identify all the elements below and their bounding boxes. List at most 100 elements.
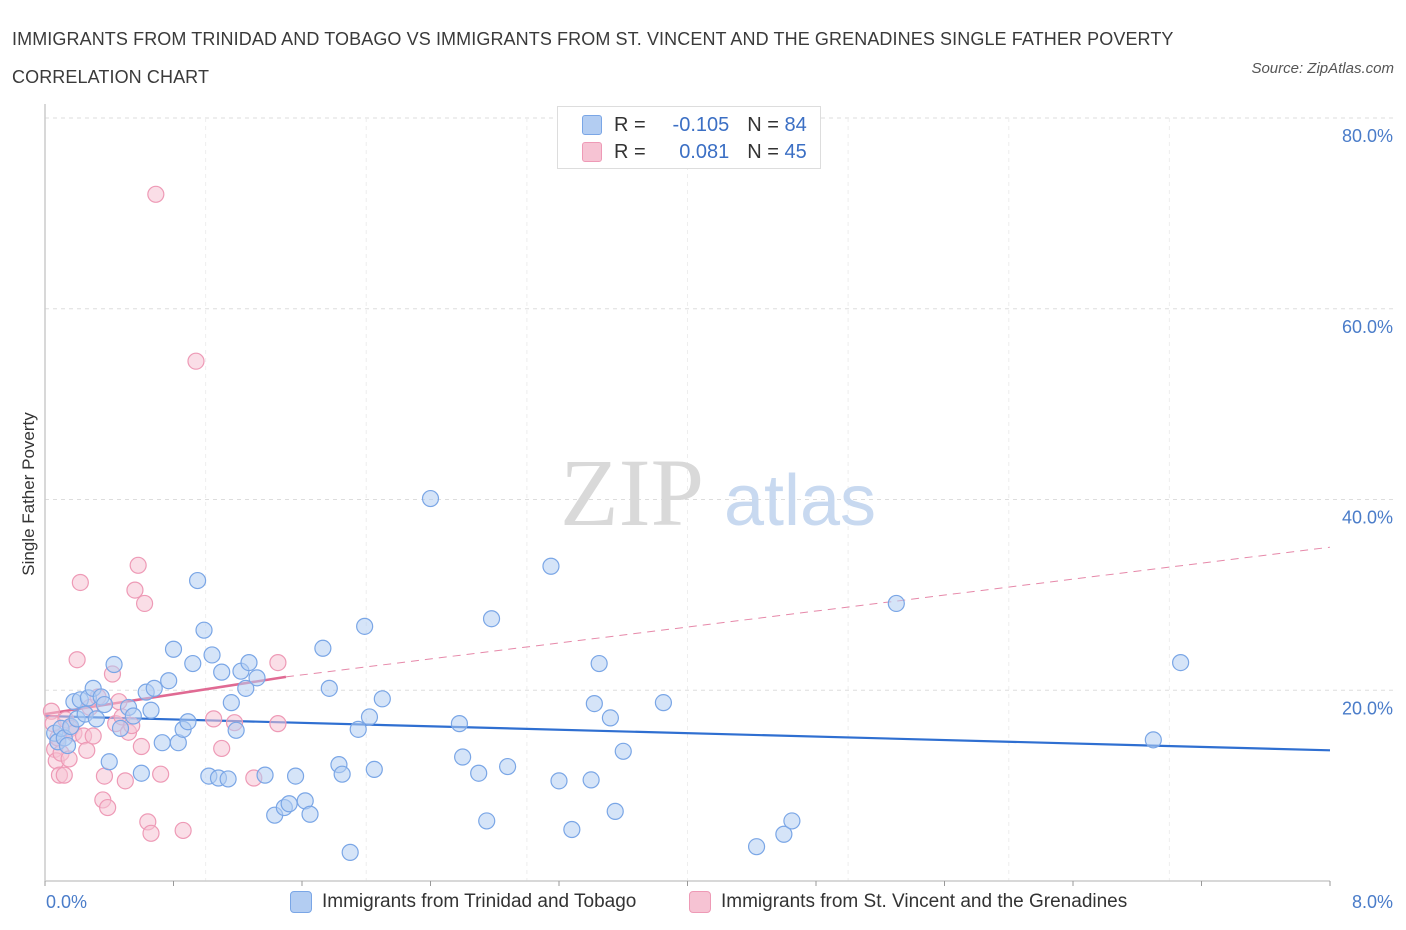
legend-r-value: 0.081 (679, 140, 730, 163)
point-trinidad (1172, 653, 1190, 672)
point-trinidad (614, 742, 632, 760)
y-axis-label: Single Father Poverty (19, 412, 38, 576)
point-trinidad (1144, 731, 1162, 749)
bottom-legend-label: Immigrants from Trinidad and Tobago (322, 891, 637, 912)
point-stvincent (55, 766, 73, 784)
watermark-atlas: atlas (724, 461, 876, 541)
point-trinidad (248, 669, 266, 687)
point-trinidad (203, 646, 221, 664)
y-tick-label: 20.0% (1342, 698, 1393, 718)
legend-row-trinidad: R = -0.105 N = 84 (582, 112, 807, 138)
y-tick-label: 40.0% (1342, 508, 1393, 528)
legend-n-label: N = (747, 113, 779, 136)
point-stvincent (68, 651, 86, 669)
x-tick-label: 0.0% (46, 892, 87, 912)
point-trinidad (333, 765, 351, 783)
point-trinidad (563, 820, 581, 839)
watermark: ZIP atlas (560, 439, 876, 546)
watermark-zip: ZIP (560, 439, 704, 546)
point-trinidad (219, 770, 237, 788)
legend-n-value: 84 (784, 113, 807, 136)
y-tick-label: 60.0% (1342, 317, 1393, 337)
point-stvincent (147, 185, 165, 203)
point-trinidad (470, 764, 488, 782)
point-trinidad (550, 772, 568, 790)
point-trinidad (482, 610, 501, 628)
point-trinidad (365, 760, 383, 779)
point-trinidad (499, 757, 517, 776)
point-trinidad (590, 654, 608, 673)
bottom-legend-swatch-blue (290, 891, 312, 913)
point-stvincent (174, 821, 192, 840)
point-trinidad (222, 694, 240, 712)
point-trinidad (454, 748, 472, 766)
point-trinidad (314, 639, 332, 657)
point-trinidad (606, 802, 624, 820)
y-tick-label: 80.0% (1342, 126, 1393, 146)
legend-n-label: N = (747, 140, 779, 163)
point-trinidad (213, 663, 231, 681)
source-label: Source: ZipAtlas.com (1251, 60, 1394, 77)
point-stvincent (129, 556, 147, 574)
legend-swatch-blue (582, 115, 602, 135)
point-trinidad (601, 709, 620, 727)
legend-r-label: R = (614, 140, 646, 163)
point-trinidad (132, 764, 150, 782)
point-trinidad (450, 715, 469, 733)
bottom-legend-swatch-pink (689, 891, 711, 913)
point-trinidad (256, 766, 274, 784)
point-stvincent (95, 767, 114, 785)
x-tick-label: 8.0% (1352, 892, 1393, 912)
point-trinidad (349, 720, 367, 738)
point-trinidad (582, 771, 600, 789)
point-trinidad (184, 654, 202, 673)
point-stvincent (71, 573, 89, 592)
point-trinidad (286, 767, 305, 785)
point-stvincent (135, 594, 154, 613)
point-stvincent (99, 798, 117, 817)
point-trinidad (341, 843, 359, 861)
point-trinidad (373, 690, 391, 708)
point-trinidad (478, 812, 496, 830)
trend-line-stvincent-extended (285, 546, 1331, 678)
point-trinidad (320, 679, 338, 697)
point-stvincent (152, 765, 170, 783)
point-trinidad (783, 812, 801, 830)
chart-title: IMMIGRANTS FROM TRINIDAD AND TOBAGO VS I… (12, 29, 1174, 87)
point-trinidad (179, 713, 197, 731)
point-trinidad (105, 655, 123, 674)
correlation-legend: R = -0.105 N = 84 R = 0.081 N = 45 (557, 106, 821, 169)
point-trinidad (585, 695, 603, 713)
point-trinidad (775, 825, 793, 843)
point-trinidad (124, 707, 142, 725)
point-stvincent (142, 824, 160, 842)
legend-r-value: -0.105 (672, 113, 730, 136)
axes (44, 104, 1331, 886)
point-trinidad (654, 694, 673, 712)
legend-row-stvincent: R = 0.081 N = 45 (582, 139, 807, 165)
point-trinidad (356, 617, 374, 635)
gridlines (45, 117, 1395, 881)
tick-labels: 20.0% 40.0% 60.0% 80.0% 0.0% 8.0% (46, 126, 1393, 912)
point-stvincent (132, 737, 150, 756)
point-stvincent (84, 727, 102, 745)
point-stvincent (116, 772, 134, 790)
legend-r-label: R = (614, 113, 646, 136)
bottom-legend-stvincent: Immigrants from St. Vincent and the Gren… (689, 888, 1127, 916)
point-stvincent (269, 715, 287, 733)
point-stvincent (269, 653, 287, 672)
point-stvincent (187, 352, 205, 370)
bottom-legend-label: Immigrants from St. Vincent and the Gren… (721, 891, 1128, 912)
point-trinidad (188, 571, 207, 590)
point-trinidad (87, 710, 106, 728)
point-trinidad (421, 489, 440, 508)
point-trinidad (747, 838, 766, 856)
trend-line-trinidad (44, 714, 1331, 752)
point-stvincent (126, 581, 144, 599)
point-trinidad (360, 708, 379, 726)
point-stvincent (78, 741, 96, 759)
point-trinidad (95, 695, 114, 714)
point-trinidad (100, 753, 118, 771)
data-points (42, 185, 1190, 861)
